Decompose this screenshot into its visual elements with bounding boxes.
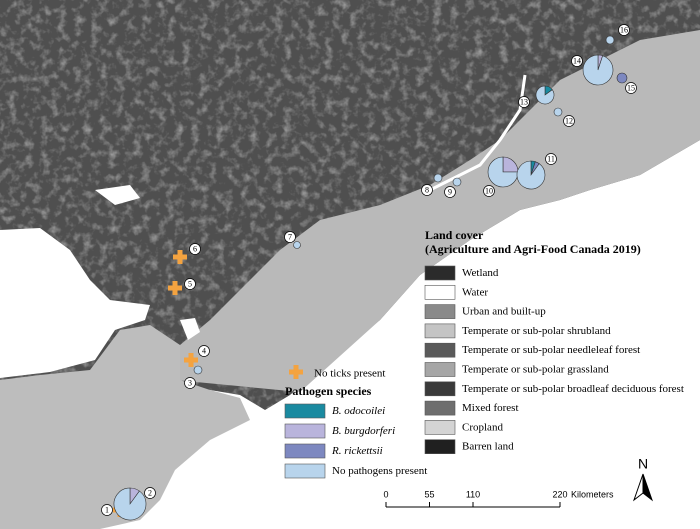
pie-slice: [553, 107, 563, 117]
scale-label: 55: [424, 489, 434, 499]
land-cover-swatch: [424, 304, 456, 319]
site-label: 4: [202, 346, 206, 355]
site-label: 8: [425, 185, 429, 194]
pie-slice: [605, 35, 615, 45]
pathogen-swatch: [284, 463, 326, 479]
site-label: 12: [565, 116, 573, 125]
site-label-bg: [421, 184, 433, 196]
pie-slice: [113, 487, 147, 521]
site-label-bg: [518, 96, 530, 108]
pathogen-swatch: [284, 403, 326, 419]
site-label-bg: [189, 243, 201, 255]
site-label-bg: [184, 278, 196, 290]
site-label: 11: [547, 154, 555, 163]
pathogen-label: B. burgdorferi: [332, 425, 395, 437]
legend: Land cover (Agriculture and Agri-Food Ca…: [285, 228, 654, 502]
land-cover-subtitle: (Agriculture and Agri-Food Canada 2019): [425, 242, 641, 256]
land-cover-label: Urban and built-up: [462, 306, 546, 318]
land-cover-swatch: [424, 381, 456, 397]
site-label-bg: [545, 153, 557, 165]
site-label-bg: [625, 82, 637, 94]
site-label: 13: [520, 97, 528, 106]
land-cover-label: Barren land: [462, 441, 514, 453]
pie-slice: [535, 85, 555, 105]
site-label: 2: [148, 488, 152, 497]
lake-simcoe: [180, 318, 200, 340]
site-label: 14: [573, 56, 581, 65]
site-label: 3: [188, 378, 192, 387]
land-cover-label: Mixed forest: [462, 402, 519, 414]
no-ticks-label: No ticks present: [314, 368, 385, 380]
pie-slice: [487, 156, 519, 188]
pie-slice: [193, 365, 203, 375]
land-cover-swatch: [424, 420, 456, 435]
site-label-bg: [618, 24, 630, 36]
land-cover-label: Temperate or sub-polar shrubland: [462, 325, 611, 337]
land-cover-swatch: [424, 439, 456, 455]
site-label: 7: [288, 232, 292, 241]
site-label: 9: [448, 187, 452, 196]
land-cover-swatch: [424, 400, 456, 416]
site-label: 1: [105, 505, 109, 514]
site-label-bg: [483, 185, 495, 197]
land-cover-swatch: [424, 342, 456, 358]
pie-slice: [452, 177, 462, 187]
site-label: 5: [188, 279, 192, 288]
land-cover-label: Wetland: [462, 267, 499, 279]
site-label-bg: [144, 487, 156, 499]
site-label-bg: [563, 115, 575, 127]
no-ticks-marker: [184, 353, 198, 367]
land-cover-swatch: [424, 323, 456, 339]
north-label: N: [638, 456, 648, 472]
pie-slice: [516, 160, 546, 190]
land-cover-swatch: [424, 265, 456, 281]
pie-slice: [433, 173, 443, 183]
pathogen-swatch: [284, 443, 326, 459]
site-label: 15: [627, 83, 635, 92]
georgian-bay: [0, 228, 150, 378]
peninsula-cropland: [0, 325, 250, 529]
pie-slice: [293, 241, 301, 249]
land-cover-label: Temperate or sub-polar broadleaf deciduo…: [462, 383, 684, 395]
site-label: 10: [485, 186, 493, 195]
site-label: 16: [620, 25, 628, 34]
pathogen-swatch: [284, 423, 326, 439]
no-ticks-marker: [289, 365, 303, 379]
site-label-bg: [198, 345, 210, 357]
pathogen-label: No pathogens present: [332, 465, 427, 477]
north-arrow: [632, 473, 644, 502]
scale-label: 220: [552, 489, 567, 499]
land-cover-label: Temperate or sub-polar needleleaf forest: [462, 344, 640, 356]
site-label-bg: [184, 377, 196, 389]
land-cover-swatch: [424, 284, 456, 300]
pathogen-label: B. odocoilei: [332, 405, 385, 417]
site-label-bg: [101, 504, 113, 516]
site-label-bg: [284, 231, 296, 243]
lake-nipissing: [95, 185, 140, 205]
no-ticks-marker: [168, 281, 182, 295]
pie-slice: [616, 72, 628, 84]
site-label-bg: [571, 55, 583, 67]
scale-label: 110: [466, 489, 480, 499]
land-cover-label: Water: [462, 286, 488, 298]
land-cover-title: Land cover: [425, 228, 484, 242]
scale-unit: Kilometers: [571, 489, 614, 499]
land-cover-label: Cropland: [462, 421, 503, 433]
no-ticks-marker: [173, 250, 187, 264]
land-cover-label: Temperate or sub-polar grassland: [462, 364, 609, 376]
pie-slice: [582, 54, 614, 86]
site-label-bg: [444, 186, 456, 198]
pathogen-label: R. rickettsii: [331, 445, 383, 457]
north-arrow: [642, 473, 654, 502]
land-cover-swatch: [424, 362, 456, 377]
scale-label: 0: [383, 489, 388, 499]
site-label: 6: [193, 244, 197, 253]
pathogen-title: Pathogen species: [285, 384, 372, 398]
